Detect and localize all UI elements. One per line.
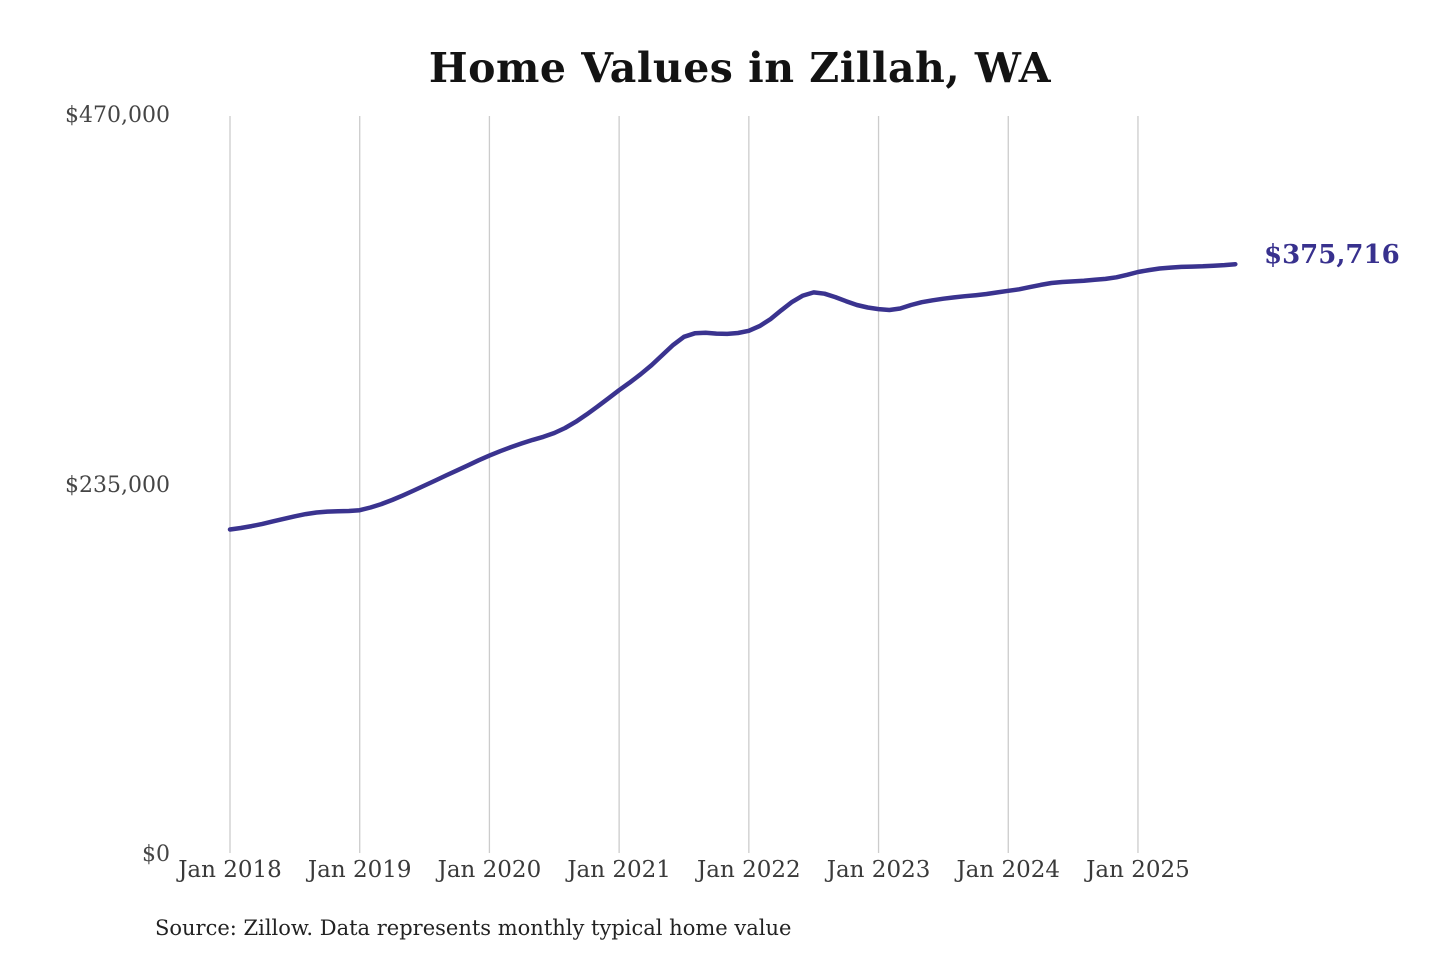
x-axis-tick-label: Jan 2021 bbox=[567, 857, 671, 883]
x-axis-tick-label: Jan 2019 bbox=[307, 857, 412, 883]
source-note: Source: Zillow. Data represents monthly … bbox=[155, 916, 792, 940]
x-axis-tick-label: Jan 2023 bbox=[826, 857, 931, 883]
x-axis-tick-label: Jan 2022 bbox=[697, 857, 801, 883]
line-series bbox=[227, 261, 1238, 532]
x-axis-tick-label: Jan 2018 bbox=[178, 857, 282, 883]
end-value-label: $375,716 bbox=[1264, 240, 1400, 270]
x-axis-tick-label: Jan 2020 bbox=[437, 857, 542, 883]
y-axis-tick-label: $0 bbox=[142, 842, 170, 867]
y-axis-tick-label: $235,000 bbox=[65, 472, 170, 498]
y-axis-tick-label: $470,000 bbox=[65, 103, 170, 128]
x-axis-tick-label: Jan 2024 bbox=[956, 857, 1061, 883]
chart-title: Home Values in Zillah, WA bbox=[428, 44, 1052, 92]
x-axis-tick-label: Jan 2025 bbox=[1086, 857, 1190, 883]
